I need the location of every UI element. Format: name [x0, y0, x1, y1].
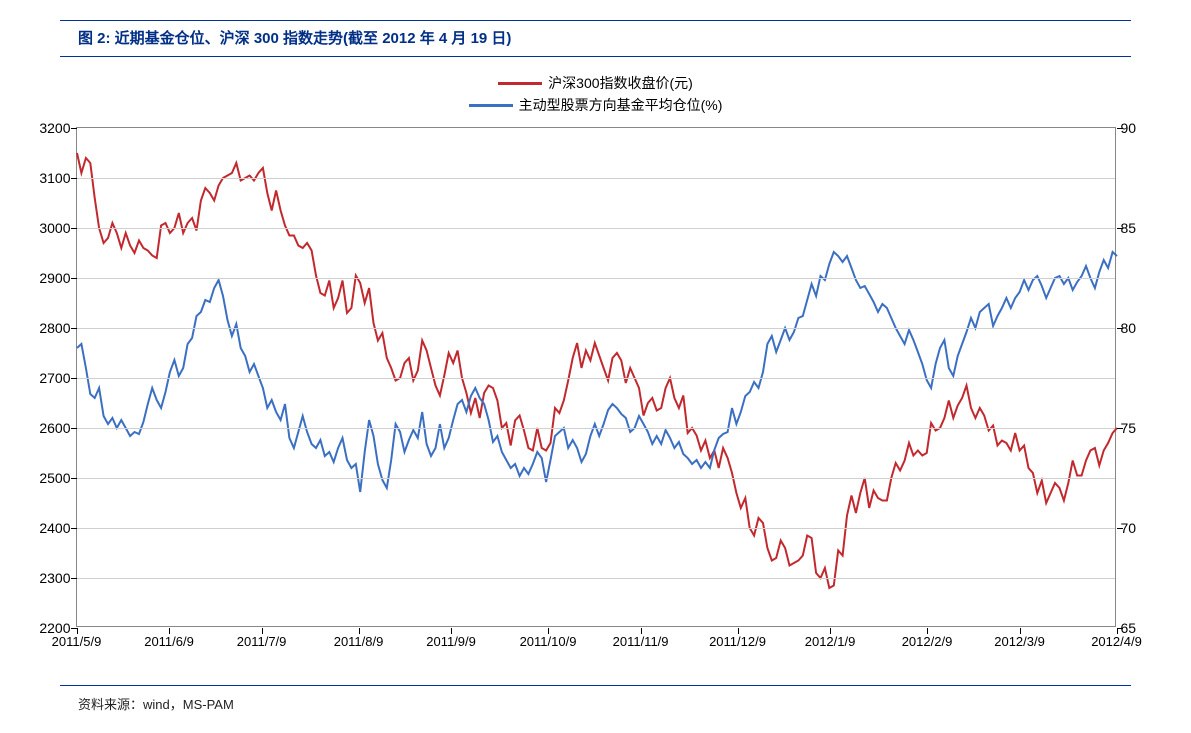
- x-tick: [451, 628, 452, 634]
- legend-label-2: 主动型股票方向基金平均仓位(%): [519, 95, 723, 115]
- x-tick: [77, 628, 78, 634]
- plot-area: 2200230024002500260027002800290030003100…: [76, 127, 1116, 627]
- x-tick: [738, 628, 739, 634]
- gridline: [77, 328, 1115, 329]
- x-tick: [1020, 628, 1021, 634]
- gridline: [77, 178, 1115, 179]
- y-left-tick: [71, 578, 77, 579]
- gridline: [77, 478, 1115, 479]
- footer-rule: [60, 685, 1131, 686]
- y-right-tick: [1117, 528, 1123, 529]
- y-left-tick: [71, 178, 77, 179]
- x-tick: [641, 628, 642, 634]
- x-tick: [830, 628, 831, 634]
- chart-legend: 沪深300指数收盘价(元) 主动型股票方向基金平均仓位(%): [76, 67, 1116, 127]
- y-right-tick: [1117, 428, 1123, 429]
- y-left-tick: [71, 128, 77, 129]
- data-source: 资料来源：wind，MS-PAM: [60, 694, 1131, 713]
- x-tick: [359, 628, 360, 634]
- legend-item-1: 沪深300指数收盘价(元): [76, 73, 1116, 93]
- x-tick: [169, 628, 170, 634]
- y-left-tick: [71, 528, 77, 529]
- series-2-line: [77, 252, 1117, 492]
- gridline: [77, 278, 1115, 279]
- y-left-tick: [71, 228, 77, 229]
- gridline: [77, 578, 1115, 579]
- x-tick: [927, 628, 928, 634]
- legend-swatch-2: [469, 104, 513, 107]
- figure-title: 图 2: 近期基金仓位、沪深 300 指数走势(截至 2012 年 4 月 19…: [60, 20, 1131, 57]
- y-left-tick: [71, 428, 77, 429]
- gridline: [77, 228, 1115, 229]
- y-left-tick: [71, 478, 77, 479]
- y-left-tick: [71, 278, 77, 279]
- gridline: [77, 528, 1115, 529]
- x-tick: [1117, 628, 1118, 634]
- legend-swatch-1: [498, 82, 542, 85]
- x-tick: [262, 628, 263, 634]
- legend-label-1: 沪深300指数收盘价(元): [548, 73, 693, 93]
- y-left-tick: [71, 378, 77, 379]
- legend-item-2: 主动型股票方向基金平均仓位(%): [76, 95, 1116, 115]
- y-right-tick: [1117, 328, 1123, 329]
- chart: 沪深300指数收盘价(元) 主动型股票方向基金平均仓位(%) 220023002…: [76, 67, 1116, 627]
- gridline: [77, 378, 1115, 379]
- x-tick: [548, 628, 549, 634]
- y-right-tick: [1117, 228, 1123, 229]
- series-1-line: [77, 153, 1117, 588]
- gridline: [77, 428, 1115, 429]
- y-left-tick: [71, 328, 77, 329]
- y-right-tick: [1117, 128, 1123, 129]
